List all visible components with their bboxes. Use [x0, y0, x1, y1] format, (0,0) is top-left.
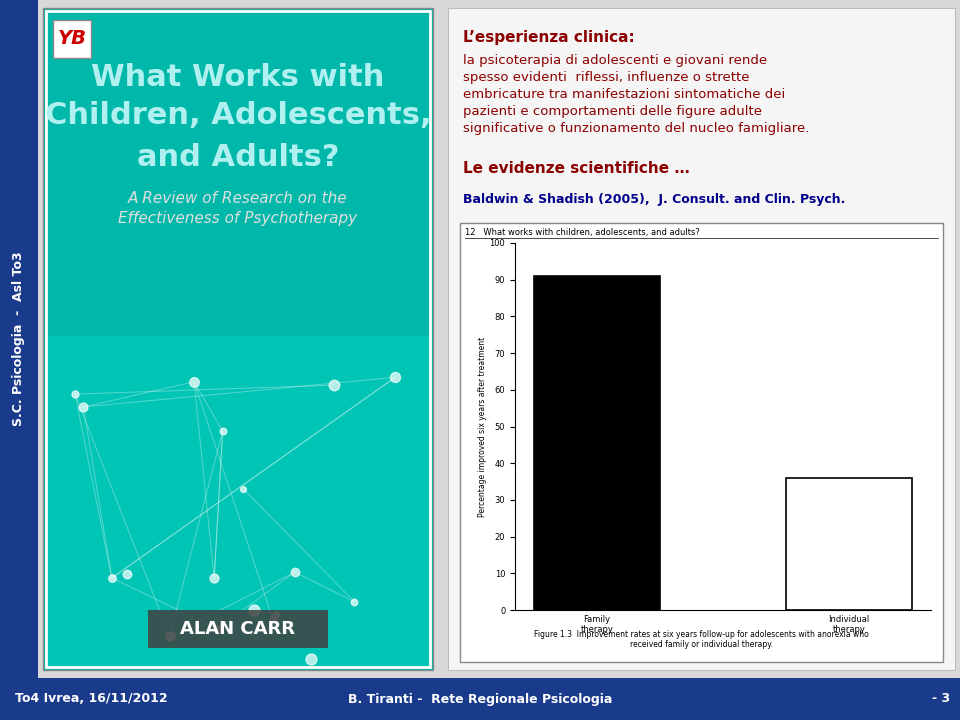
Bar: [0, 678, 960, 720]
Text: - 3: - 3: [932, 693, 950, 706]
Bar: [460, 223, 943, 662]
Text: B. Tiranti -  Rete Regionale Psicologia: B. Tiranti - Rete Regionale Psicologia: [348, 693, 612, 706]
Bar: [43, 8, 433, 670]
Bar: [148, 610, 328, 648]
Bar: [46, 11, 430, 667]
Text: What Works with: What Works with: [91, 63, 385, 92]
Text: significative o funzionamento del nucleo famigliare.: significative o funzionamento del nucleo…: [463, 122, 809, 135]
Text: Figure 1.3  Improvement rates at six years follow-up for adolescents with anorex: Figure 1.3 Improvement rates at six year…: [534, 629, 869, 649]
Text: embricature tra manifestazioni sintomatiche dei: embricature tra manifestazioni sintomati…: [463, 88, 785, 101]
Bar: [53, 20, 91, 58]
Text: S.C. Psicologia  -  Asl To3: S.C. Psicologia - Asl To3: [12, 252, 26, 426]
Text: la psicoterapia di adolescenti e giovani rende: la psicoterapia di adolescenti e giovani…: [463, 54, 767, 67]
Text: Effectiveness of Psychotherapy: Effectiveness of Psychotherapy: [118, 211, 357, 226]
Text: spesso evidenti  riflessi, influenze o strette: spesso evidenti riflessi, influenze o st…: [463, 71, 750, 84]
Text: To4 Ivrea, 16/11/2012: To4 Ivrea, 16/11/2012: [15, 693, 168, 706]
Text: Children, Adolescents,: Children, Adolescents,: [45, 101, 431, 130]
Text: 12   What works with children, adolescents, and adults?: 12 What works with children, adolescents…: [465, 228, 700, 237]
Text: L’esperienza clinica:: L’esperienza clinica:: [463, 30, 635, 45]
Y-axis label: Percentage improved six years after treatment: Percentage improved six years after trea…: [478, 336, 487, 517]
Text: A Review of Research on the: A Review of Research on the: [129, 191, 348, 206]
Text: Le evidenze scientifiche …: Le evidenze scientifiche …: [463, 161, 689, 176]
Text: ALAN CARR: ALAN CARR: [180, 620, 296, 638]
Text: YB: YB: [58, 30, 86, 48]
Bar: [448, 8, 955, 670]
Text: Baldwin & Shadish (2005),  J. Consult. and Clin. Psych.: Baldwin & Shadish (2005), J. Consult. an…: [463, 193, 846, 206]
Bar: [534, 276, 660, 610]
Bar: [46, 336, 430, 667]
Text: pazienti e comportamenti delle figure adulte: pazienti e comportamenti delle figure ad…: [463, 105, 762, 118]
Bar: [786, 478, 912, 610]
Bar: [0, 0, 38, 678]
Text: and Adults?: and Adults?: [136, 143, 339, 172]
